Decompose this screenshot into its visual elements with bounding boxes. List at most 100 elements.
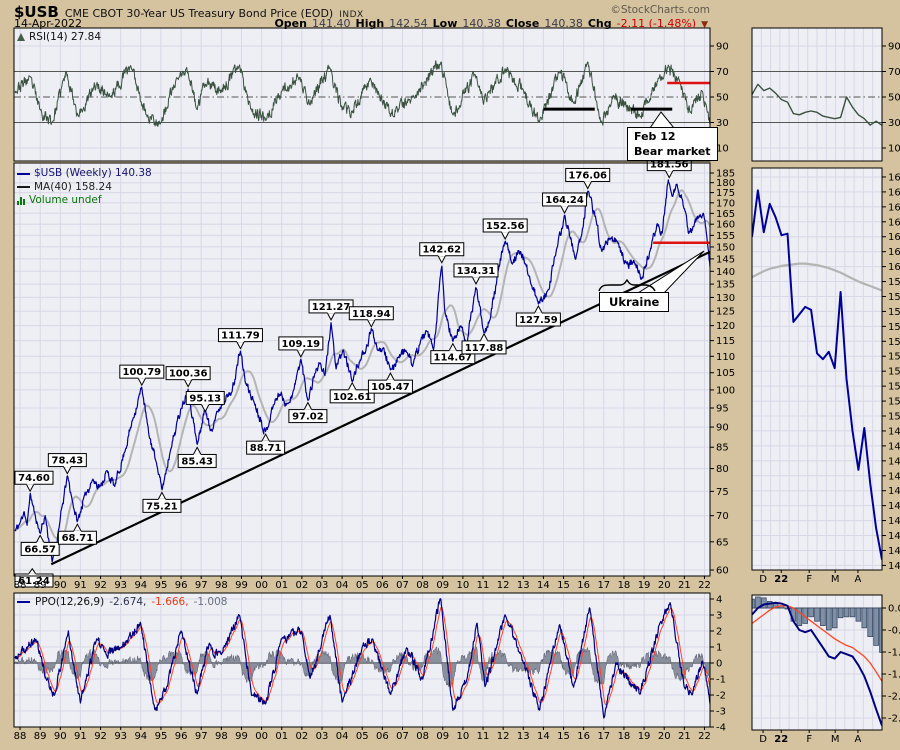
svg-text:18: 18: [618, 580, 631, 591]
svg-text:70: 70: [716, 511, 729, 522]
svg-text:95: 95: [716, 404, 729, 415]
svg-text:30: 30: [888, 118, 900, 129]
svg-text:4: 4: [716, 595, 722, 606]
svg-text:165: 165: [716, 209, 735, 220]
svg-text:0: 0: [716, 659, 722, 670]
svg-text:-3: -3: [716, 707, 726, 718]
svg-text:127.59: 127.59: [519, 315, 558, 326]
svg-text:148: 148: [888, 441, 900, 452]
exchange-tag: INDX: [339, 10, 364, 20]
svg-text:85.43: 85.43: [181, 456, 213, 467]
svg-text:96: 96: [175, 580, 188, 591]
svg-text:-4: -4: [716, 723, 726, 734]
svg-text:11: 11: [477, 580, 490, 591]
svg-text:12: 12: [497, 580, 510, 591]
main-chart-legend: $USB (Weekly) 140.38 MA(40) 158.24 Volum…: [17, 167, 152, 208]
usb-legend-row: $USB (Weekly) 140.38: [17, 167, 152, 181]
svg-text:91: 91: [74, 580, 87, 591]
svg-text:134.31: 134.31: [457, 266, 496, 277]
high-label: High: [355, 17, 385, 30]
svg-text:07: 07: [396, 731, 409, 742]
svg-text:149: 149: [888, 426, 900, 437]
svg-text:135: 135: [716, 280, 735, 291]
rsi-panel: [14, 60, 711, 129]
svg-text:75.21: 75.21: [146, 501, 178, 512]
svg-text:145: 145: [888, 486, 900, 497]
svg-text:99: 99: [235, 580, 248, 591]
svg-text:140: 140: [716, 267, 735, 278]
svg-text:92: 92: [94, 580, 107, 591]
svg-text:109.19: 109.19: [282, 339, 321, 350]
svg-text:08: 08: [416, 580, 429, 591]
ppo-hist-value: -1.008: [193, 596, 228, 608]
svg-text:142.62: 142.62: [422, 245, 461, 256]
svg-text:153: 153: [888, 367, 900, 378]
ma-line-swatch-icon: [17, 186, 30, 189]
ukraine-callout: Ukraine: [599, 292, 670, 312]
svg-text:162: 162: [888, 232, 900, 243]
svg-text:15: 15: [557, 731, 570, 742]
svg-text:143: 143: [888, 516, 900, 527]
svg-text:159: 159: [888, 277, 900, 288]
svg-text:00: 00: [255, 731, 268, 742]
svg-text:164.24: 164.24: [545, 195, 584, 206]
panel-frames: [13, 27, 883, 731]
svg-text:90: 90: [716, 423, 729, 434]
chg-dropdown-arrow[interactable]: ▼: [701, 20, 708, 30]
volume-legend-row: Volume undef: [17, 194, 152, 208]
svg-text:61.24: 61.24: [18, 576, 50, 587]
svg-text:102.61: 102.61: [333, 392, 372, 403]
chg-label: Chg: [587, 17, 612, 30]
svg-text:17: 17: [597, 731, 610, 742]
svg-text:-1.0: -1.0: [888, 648, 900, 659]
svg-text:-2.0: -2.0: [888, 692, 900, 703]
svg-text:16: 16: [577, 731, 590, 742]
svg-text:90: 90: [54, 580, 67, 591]
svg-text:15: 15: [557, 580, 570, 591]
stockcharts-credit: ©StockCharts.com: [610, 4, 710, 16]
ma-legend-row: MA(40) 158.24: [17, 181, 152, 195]
svg-text:170: 170: [716, 198, 735, 209]
svg-text:03: 03: [316, 731, 329, 742]
svg-text:90: 90: [716, 42, 729, 53]
svg-text:20: 20: [658, 731, 671, 742]
ohlc-quote-bar: Open 141.40 High 142.54 Low 140.38 Close 140…: [274, 17, 708, 30]
svg-text:144: 144: [888, 501, 900, 512]
volume-legend-label: Volume undef: [29, 194, 102, 206]
svg-text:D: D: [759, 734, 767, 745]
price-swing-labels: 74.60 66.57 61.24 78.43 68.71 100.79 75.21 100.…: [14, 157, 692, 588]
svg-text:145: 145: [716, 254, 735, 265]
svg-text:98: 98: [215, 731, 228, 742]
svg-text:30: 30: [716, 118, 729, 129]
svg-text:156: 156: [888, 322, 900, 333]
svg-text:03: 03: [316, 580, 329, 591]
high-value: 142.54: [389, 17, 428, 30]
svg-text:150: 150: [888, 412, 900, 423]
svg-text:1: 1: [716, 643, 722, 654]
svg-text:70: 70: [716, 67, 729, 78]
svg-text:94: 94: [134, 731, 147, 742]
ppo-signal-value: -1.666,: [151, 596, 189, 608]
svg-text:14: 14: [537, 731, 550, 742]
svg-text:12: 12: [497, 731, 510, 742]
svg-text:01: 01: [275, 731, 288, 742]
svg-text:85: 85: [716, 443, 729, 454]
svg-text:3: 3: [716, 611, 722, 622]
svg-text:89: 89: [34, 580, 47, 591]
svg-text:22: 22: [774, 574, 788, 585]
svg-text:80: 80: [716, 464, 729, 475]
svg-text:181.56: 181.56: [650, 160, 689, 171]
svg-text:68.71: 68.71: [62, 533, 94, 544]
svg-text:M: M: [831, 574, 840, 585]
svg-text:11: 11: [477, 731, 490, 742]
svg-text:152.56: 152.56: [486, 221, 525, 232]
svg-text:117.88: 117.88: [465, 343, 504, 354]
svg-text:94: 94: [134, 580, 147, 591]
svg-text:147: 147: [888, 456, 900, 467]
svg-text:130: 130: [716, 293, 735, 304]
low-label: Low: [432, 17, 458, 30]
svg-text:88: 88: [14, 580, 27, 591]
svg-text:100.36: 100.36: [169, 369, 208, 380]
svg-text:50: 50: [716, 93, 729, 104]
svg-text:66.57: 66.57: [24, 544, 56, 555]
